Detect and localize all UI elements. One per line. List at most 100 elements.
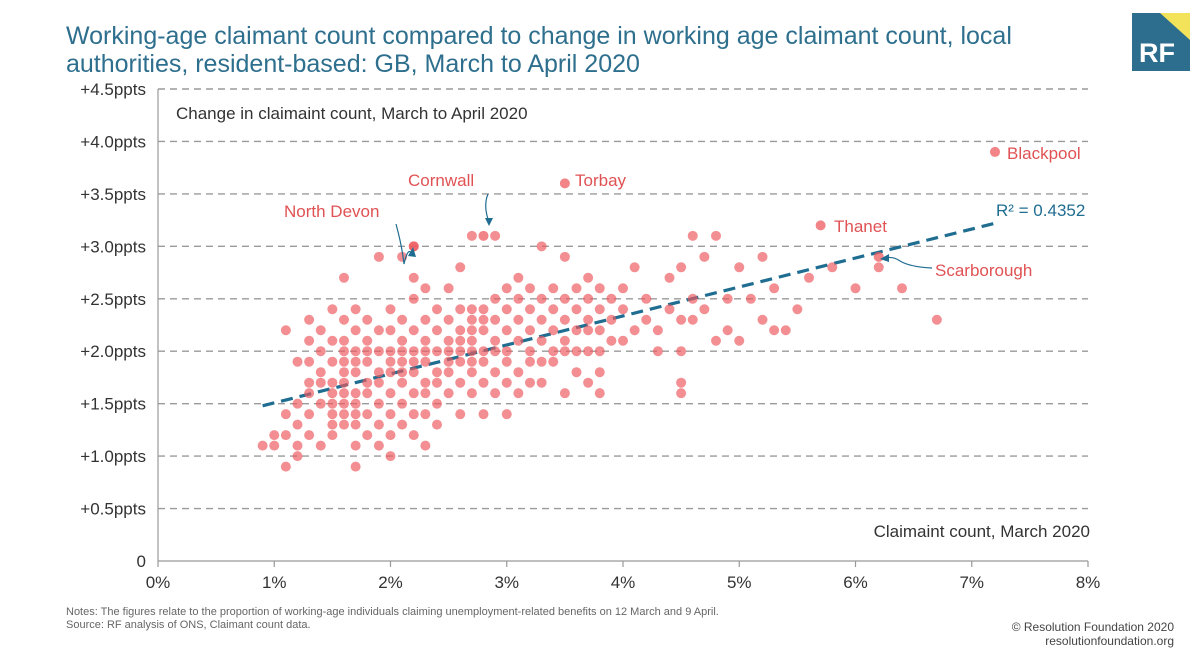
data-point [350,461,361,472]
data-point [548,283,559,294]
data-point [292,440,303,451]
north-devon-arrowhead [408,247,416,257]
cornwall-arrow [485,193,490,223]
data-point [455,346,466,357]
data-point [455,325,466,336]
x-tick-label: 8% [1076,573,1101,592]
data-point [466,314,477,325]
data-point [757,251,768,262]
data-point [525,304,535,315]
data-point [373,398,384,409]
data-point [490,367,501,378]
data-point [315,367,326,378]
data-point [339,314,349,325]
data-point [455,409,466,420]
data-point [350,388,361,399]
data-point [478,346,489,357]
data-point [373,346,384,357]
data-point [548,325,559,336]
data-point [606,335,617,346]
data-point [339,419,349,430]
data-point [432,377,442,388]
y-tick-label: +0.5ppts [80,500,146,519]
data-point [385,409,396,420]
x-tick-label: 7% [959,573,984,592]
data-point [327,409,338,420]
x-tick-label: 2% [378,573,403,592]
data-point [466,325,477,336]
data-point [490,230,501,241]
data-point [501,304,512,315]
data-point [385,388,396,399]
data-point [339,272,349,283]
axes: 0 +0.5ppts +1.0ppts +1.5ppts +2.0ppts +2.5ppt… [80,80,1100,592]
data-point [490,346,501,357]
y-tick-label: +2.5ppts [80,290,146,309]
data-point [327,388,338,399]
data-point [501,283,512,294]
data-point [525,356,535,367]
x-tick-label: 4% [611,573,636,592]
y-tick-label: 0 [137,552,146,571]
credit: © Resolution Foundation 2020 resolutionf… [1012,620,1174,648]
data-point [536,356,547,367]
data-point [385,304,396,315]
data-point [490,314,501,325]
data-point [304,409,315,420]
data-point [408,430,419,441]
data-point [571,304,582,315]
data-point [676,262,687,273]
data-point [652,346,663,357]
data-point [408,388,419,399]
data-point [280,325,291,336]
data-point [583,377,594,388]
data-point [641,293,652,304]
data-point [257,440,268,451]
data-point [478,377,489,388]
data-point [373,377,384,388]
data-point [490,388,501,399]
scarborough-arrowhead [880,254,889,262]
data-point [850,283,861,294]
data-point [466,356,477,367]
data-point [315,346,326,357]
data-point [571,346,582,357]
annotations: Change in claimaint count, March to Apri… [176,104,1090,541]
data-point [571,367,582,378]
data-point [466,388,477,399]
data-point [513,314,524,325]
data-point [385,367,396,378]
data-point [362,346,373,357]
data-point [711,335,721,346]
x-axis-title: Claimaint count, March 2020 [874,522,1090,541]
data-point [455,304,466,315]
data-point [676,388,687,399]
data-point [292,451,303,462]
data-point [606,314,617,325]
data-point [327,419,338,430]
data-point [362,430,373,441]
data-point [583,346,594,357]
data-point [873,262,884,273]
data-point [513,335,524,346]
data-point [455,335,466,346]
data-point [804,272,814,283]
data-point [304,314,315,325]
data-point [350,398,361,409]
data-point [408,293,419,304]
north-devon-arrow [395,223,413,265]
data-point [397,335,408,346]
data-point-north-devon [408,241,419,252]
data-point-torbay [559,178,570,189]
x-tick-label: 0% [146,573,171,592]
data-point [676,346,687,357]
data-point [559,314,570,325]
data-point [432,325,442,336]
data-point [769,283,780,294]
data-point [362,356,373,367]
label-blackpool: Blackpool [1007,144,1081,163]
data-point [420,377,431,388]
data-point [501,409,512,420]
data-point [350,409,361,420]
data-point [757,314,768,325]
